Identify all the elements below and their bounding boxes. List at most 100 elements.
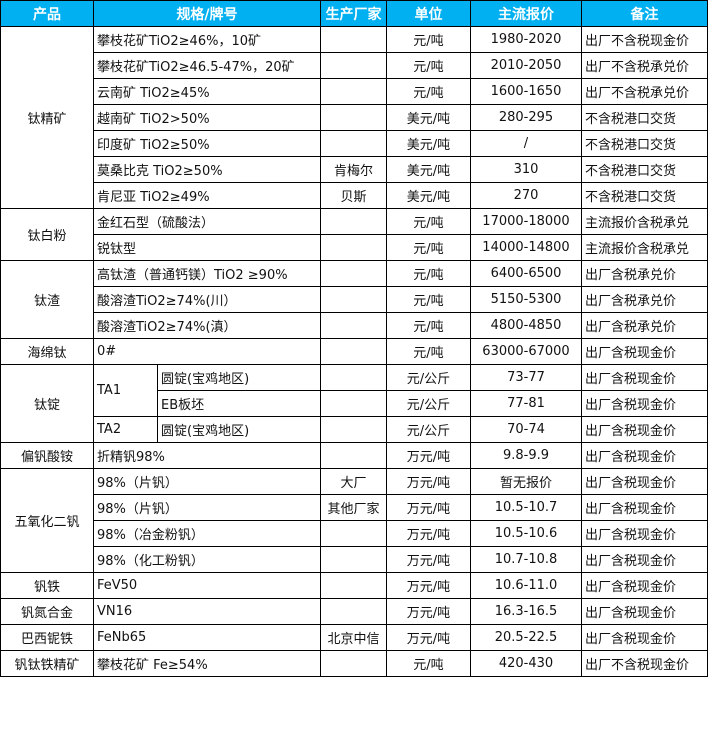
product-cell[interactable]: 五氧化二钒 bbox=[0, 468, 94, 573]
unit-cell[interactable]: 美元/吨 bbox=[386, 130, 471, 157]
unit-cell[interactable]: 万元/吨 bbox=[386, 520, 471, 547]
maker-cell[interactable] bbox=[320, 312, 387, 339]
unit-cell[interactable]: 美元/吨 bbox=[386, 156, 471, 183]
note-cell[interactable]: 出厂含税现金价 bbox=[581, 572, 708, 599]
unit-cell[interactable]: 元/吨 bbox=[386, 78, 471, 105]
spec-cell[interactable]: TA2 bbox=[93, 416, 158, 443]
note-cell[interactable]: 不含税港口交货 bbox=[581, 156, 708, 183]
unit-cell[interactable]: 元/吨 bbox=[386, 650, 471, 677]
spec-cell[interactable]: FeNb65 bbox=[93, 624, 321, 651]
maker-cell[interactable] bbox=[320, 286, 387, 313]
note-cell[interactable]: 不含税港口交货 bbox=[581, 130, 708, 157]
note-cell[interactable]: 出厂含税现金价 bbox=[581, 598, 708, 625]
unit-cell[interactable]: 元/吨 bbox=[386, 208, 471, 235]
product-cell[interactable]: 钛渣 bbox=[0, 260, 94, 339]
spec-cell[interactable]: 印度矿 TiO2≥50% bbox=[93, 130, 321, 157]
note-cell[interactable]: 出厂含税现金价 bbox=[581, 390, 708, 417]
note-cell[interactable]: 出厂含税承兑价 bbox=[581, 260, 708, 287]
maker-cell[interactable]: 贝斯 bbox=[320, 182, 387, 209]
spec-cell[interactable]: 莫桑比克 TiO2≥50% bbox=[93, 156, 321, 183]
spec-cell[interactable]: FeV50 bbox=[93, 572, 321, 599]
note-cell[interactable]: 不含税港口交货 bbox=[581, 104, 708, 131]
spec-cell[interactable]: TA1 bbox=[93, 364, 158, 417]
spec-cell[interactable]: VN16 bbox=[93, 598, 321, 625]
product-cell[interactable]: 偏钒酸铵 bbox=[0, 442, 94, 469]
maker-cell[interactable] bbox=[320, 130, 387, 157]
unit-cell[interactable]: 元/公斤 bbox=[386, 364, 471, 391]
note-cell[interactable]: 出厂含税现金价 bbox=[581, 624, 708, 651]
unit-cell[interactable]: 万元/吨 bbox=[386, 572, 471, 599]
note-cell[interactable]: 出厂含税现金价 bbox=[581, 338, 708, 365]
unit-cell[interactable]: 元/吨 bbox=[386, 260, 471, 287]
price-cell[interactable]: 4800-4850 bbox=[470, 312, 582, 339]
note-cell[interactable]: 出厂不含税承兑价 bbox=[581, 78, 708, 105]
sub-spec-cell[interactable]: 圆锭(宝鸡地区) bbox=[157, 364, 321, 391]
note-cell[interactable]: 不含税港口交货 bbox=[581, 182, 708, 209]
unit-cell[interactable]: 元/吨 bbox=[386, 286, 471, 313]
note-cell[interactable]: 出厂不含税承兑价 bbox=[581, 52, 708, 79]
note-cell[interactable]: 出厂不含税现金价 bbox=[581, 650, 708, 677]
price-cell[interactable]: 70-74 bbox=[470, 416, 582, 443]
spec-cell[interactable]: 98%（片钒） bbox=[93, 494, 321, 521]
unit-cell[interactable]: 万元/吨 bbox=[386, 468, 471, 495]
unit-cell[interactable]: 元/吨 bbox=[386, 234, 471, 261]
spec-cell[interactable]: 98%（化工粉钒） bbox=[93, 546, 321, 573]
maker-cell[interactable] bbox=[320, 78, 387, 105]
spec-cell[interactable]: 98%（片钒） bbox=[93, 468, 321, 495]
note-cell[interactable]: 出厂含税现金价 bbox=[581, 416, 708, 443]
product-cell[interactable]: 钛精矿 bbox=[0, 26, 94, 209]
price-cell[interactable]: 280-295 bbox=[470, 104, 582, 131]
price-cell[interactable]: 2010-2050 bbox=[470, 52, 582, 79]
maker-cell[interactable] bbox=[320, 572, 387, 599]
spec-cell[interactable]: 攀枝花矿TiO2≥46.5-47%，20矿 bbox=[93, 52, 321, 79]
price-cell[interactable]: 9.8-9.9 bbox=[470, 442, 582, 469]
sub-spec-cell[interactable]: 圆锭(宝鸡地区) bbox=[157, 416, 321, 443]
price-cell[interactable]: 10.7-10.8 bbox=[470, 546, 582, 573]
spec-cell[interactable]: 酸溶渣TiO2≥74%(川） bbox=[93, 286, 321, 313]
price-cell[interactable]: 10.6-11.0 bbox=[470, 572, 582, 599]
maker-cell[interactable]: 大厂 bbox=[320, 468, 387, 495]
note-cell[interactable]: 出厂含税现金价 bbox=[581, 442, 708, 469]
unit-cell[interactable]: 万元/吨 bbox=[386, 598, 471, 625]
spec-cell[interactable]: 云南矿 TiO2≥45% bbox=[93, 78, 321, 105]
maker-cell[interactable]: 其他厂家 bbox=[320, 494, 387, 521]
maker-cell[interactable] bbox=[320, 546, 387, 573]
sub-spec-cell[interactable]: EB板坯 bbox=[157, 390, 321, 417]
price-cell[interactable]: 暂无报价 bbox=[470, 468, 582, 495]
unit-cell[interactable]: 元/吨 bbox=[386, 26, 471, 53]
price-cell[interactable]: 6400-6500 bbox=[470, 260, 582, 287]
price-cell[interactable]: 1600-1650 bbox=[470, 78, 582, 105]
price-cell[interactable]: 310 bbox=[470, 156, 582, 183]
price-cell[interactable]: / bbox=[470, 130, 582, 157]
unit-cell[interactable]: 万元/吨 bbox=[386, 546, 471, 573]
price-cell[interactable]: 270 bbox=[470, 182, 582, 209]
note-cell[interactable]: 出厂含税现金价 bbox=[581, 468, 708, 495]
spec-cell[interactable]: 折精钒98% bbox=[93, 442, 321, 469]
price-cell[interactable]: 420-430 bbox=[470, 650, 582, 677]
product-cell[interactable]: 巴西铌铁 bbox=[0, 624, 94, 651]
price-cell[interactable]: 10.5-10.6 bbox=[470, 520, 582, 547]
note-cell[interactable]: 主流报价含税承兑 bbox=[581, 234, 708, 261]
price-cell[interactable]: 77-81 bbox=[470, 390, 582, 417]
note-cell[interactable]: 出厂含税现金价 bbox=[581, 546, 708, 573]
maker-cell[interactable] bbox=[320, 650, 387, 677]
unit-cell[interactable]: 元/吨 bbox=[386, 52, 471, 79]
spec-cell[interactable]: 越南矿 TiO2>50% bbox=[93, 104, 321, 131]
note-cell[interactable]: 主流报价含税承兑 bbox=[581, 208, 708, 235]
note-cell[interactable]: 出厂含税现金价 bbox=[581, 520, 708, 547]
spec-cell[interactable]: 98%（冶金粉钒） bbox=[93, 520, 321, 547]
maker-cell[interactable] bbox=[320, 26, 387, 53]
maker-cell[interactable] bbox=[320, 338, 387, 365]
unit-cell[interactable]: 元/吨 bbox=[386, 312, 471, 339]
maker-cell[interactable] bbox=[320, 234, 387, 261]
price-cell[interactable]: 17000-18000 bbox=[470, 208, 582, 235]
price-cell[interactable]: 73-77 bbox=[470, 364, 582, 391]
maker-cell[interactable] bbox=[320, 208, 387, 235]
maker-cell[interactable] bbox=[320, 520, 387, 547]
note-cell[interactable]: 出厂含税承兑价 bbox=[581, 312, 708, 339]
spec-cell[interactable]: 肯尼亚 TiO2≥49% bbox=[93, 182, 321, 209]
maker-cell[interactable] bbox=[320, 104, 387, 131]
spec-cell[interactable]: 高钛渣（普通钙镁）TiO2 ≥90% bbox=[93, 260, 321, 287]
unit-cell[interactable]: 美元/吨 bbox=[386, 104, 471, 131]
maker-cell[interactable]: 北京中信 bbox=[320, 624, 387, 651]
